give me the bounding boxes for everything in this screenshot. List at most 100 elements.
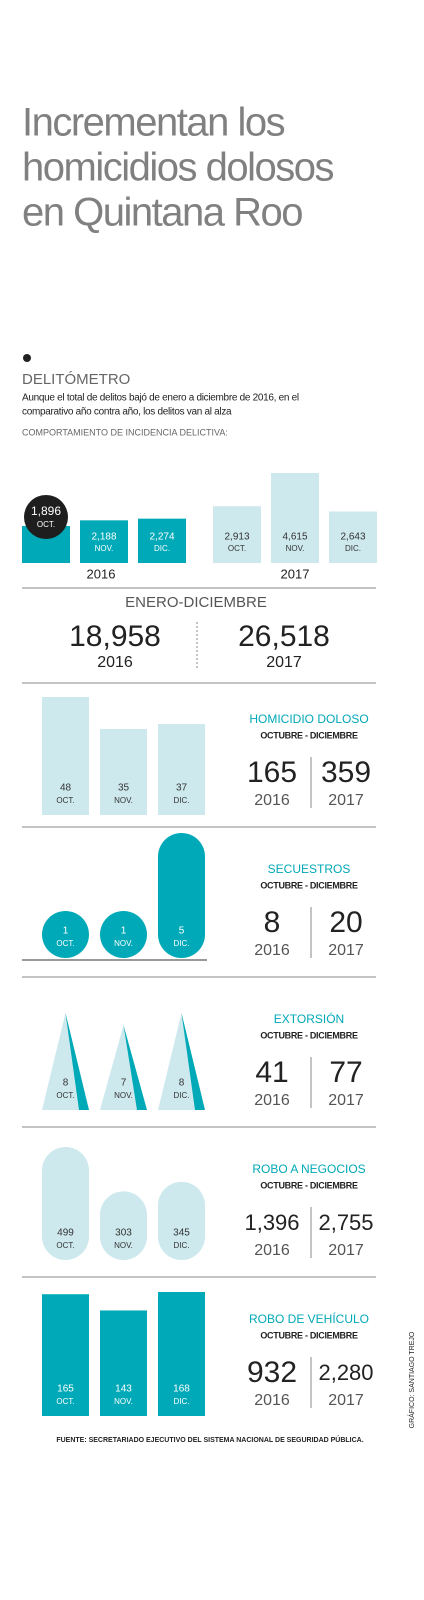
source: FUENTE: SECRETARIADO EJECUTIVO DEL SISTE… [56,1435,363,1444]
value-label: 1 [121,926,127,937]
bar [329,511,377,563]
pill [42,1147,89,1260]
highlight-circle [24,495,68,539]
title-line: Incrementan los [22,101,285,145]
title-line: homicidios dolosos [22,146,333,190]
crime-total: 41 [255,1056,288,1089]
value-label: 499 [57,1228,74,1239]
bar [138,518,186,563]
value-label: 7 [121,1078,127,1089]
month-label: OCT. [56,1397,74,1406]
annual-total: 26,518 [238,620,330,653]
crime-year: 2017 [328,1392,364,1409]
month-label: OCT. [56,939,74,948]
month-label: NOV. [114,1397,133,1406]
pill [158,833,205,958]
bar [100,1310,147,1416]
crime-year: 2017 [328,1092,364,1109]
pill [100,911,147,958]
bar [158,724,205,815]
value-label: 303 [115,1228,132,1239]
title-line: en Quintana Roo [22,191,302,235]
crime-total: 8 [264,906,281,939]
value-label: 1 [63,926,69,937]
annual-year: 2016 [97,654,133,671]
bar [213,506,261,563]
spike-shade [181,1013,205,1110]
description: Aunque el total de delitos bajó de enero… [22,393,299,404]
year-label: 2017 [281,566,310,581]
spike [42,1013,89,1110]
annual-total: 18,958 [69,620,161,653]
crime-total: 165 [247,756,297,789]
spike-shade [65,1013,89,1110]
bar [100,728,147,815]
crime-total: 2,755 [318,1210,373,1235]
month-label: OCT. [228,544,246,553]
crime-year: 2016 [254,792,290,809]
month-label: NOV. [95,544,114,553]
month-label: DIC. [174,939,190,948]
pill [100,1191,147,1260]
crime-title: EXTORSIÓN [274,1011,344,1026]
period: OCTUBRE - DICIEMBRE [260,1330,358,1340]
period: OCTUBRE - DICIEMBRE [260,880,358,890]
month-label: OCT. [56,1091,74,1100]
value-label: 168 [173,1384,190,1395]
crime-total: 2,280 [318,1360,373,1385]
value-label: 37 [176,783,188,794]
crime-total: 932 [247,1356,297,1389]
crime-total: 359 [321,756,371,789]
month-label: OCT. [56,1241,74,1250]
period: OCTUBRE - DICIEMBRE [260,1030,358,1040]
month-label: NOV. [114,1091,133,1100]
credit: GRÁFICO: SANTIAGO TREJO [407,1331,416,1428]
month-label: OCT. [37,520,55,529]
value-label: 1,896 [31,504,61,518]
section-title: DELITÓMETRO [22,371,130,388]
month-label: DIC. [174,1397,190,1406]
spike [158,1013,205,1110]
month-label: DIC. [154,544,170,553]
month-label: DIC. [174,1091,190,1100]
month-label: DIC. [174,796,190,805]
year-label: 2016 [87,566,116,581]
bar [42,1294,89,1416]
crime-year: 2017 [328,1242,364,1259]
value-label: 2,188 [91,532,116,543]
spike [100,1025,147,1110]
crime-total: 1,396 [244,1210,299,1235]
month-label: DIC. [345,544,361,553]
bullet [23,354,31,362]
annual-title: ENERO-DICIEMBRE [125,594,267,611]
pill [158,1181,205,1260]
period: OCTUBRE - DICIEMBRE [260,1180,358,1190]
crime-year: 2016 [254,1242,290,1259]
crime-title: HOMICIDIO DOLOSO [249,712,368,726]
annual-year: 2017 [266,654,302,671]
month-label: NOV. [114,796,133,805]
description: comparativo año contra año, los delitos … [22,407,232,418]
value-label: 5 [179,926,185,937]
pill [42,911,89,958]
period: OCTUBRE - DICIEMBRE [260,730,358,740]
crime-year: 2016 [254,942,290,959]
month-label: DIC. [174,1241,190,1250]
crime-title: ROBO A NEGOCIOS [252,1162,365,1176]
bar [42,697,89,815]
month-label: NOV. [114,939,133,948]
bar [80,520,128,563]
spike-shade [123,1025,147,1110]
chart-label: COMPORTAMIENTO DE INCIDENCIA DELICTIVA: [22,427,228,437]
value-label: 2,274 [149,532,174,543]
bar [271,473,319,563]
value-label: 8 [179,1078,185,1089]
month-label: NOV. [114,1241,133,1250]
value-label: 35 [118,783,130,794]
value-label: 143 [115,1384,132,1395]
month-label: OCT. [56,796,74,805]
crime-year: 2016 [254,1092,290,1109]
crime-year: 2017 [328,792,364,809]
value-label: 345 [173,1228,190,1239]
